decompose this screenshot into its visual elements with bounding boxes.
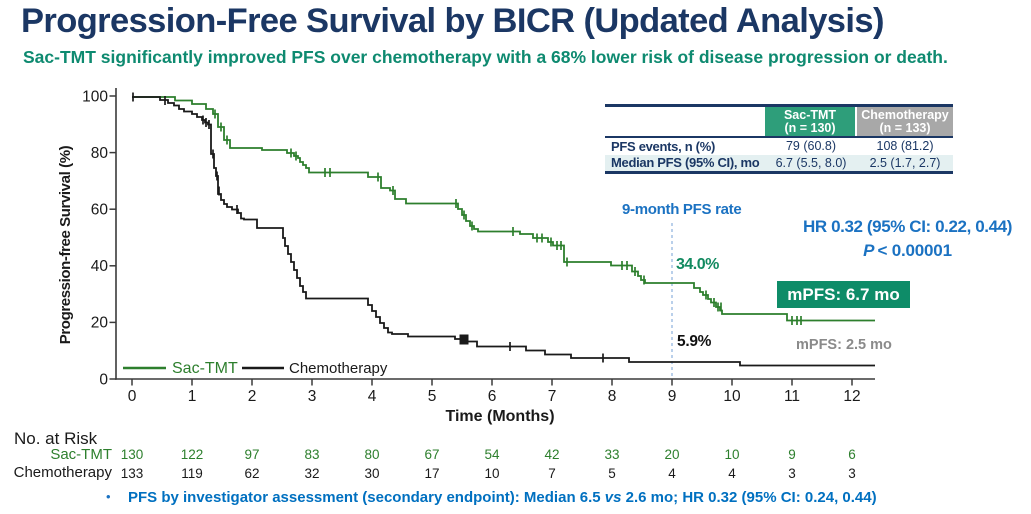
svg-text:2: 2 xyxy=(248,388,257,405)
svg-text:100: 100 xyxy=(82,89,108,106)
svg-text:0: 0 xyxy=(128,388,137,405)
svg-text:Time (Months): Time (Months) xyxy=(445,408,554,425)
svg-text:1: 1 xyxy=(188,388,197,405)
svg-text:9: 9 xyxy=(668,388,677,405)
svg-text:5: 5 xyxy=(428,388,437,405)
svg-text:8: 8 xyxy=(608,388,617,405)
svg-text:10: 10 xyxy=(723,388,741,405)
svg-text:0: 0 xyxy=(99,372,108,389)
svg-text:12: 12 xyxy=(843,388,860,405)
svg-text:6: 6 xyxy=(488,388,497,405)
svg-text:Progression-free Survival (%): Progression-free Survival (%) xyxy=(57,145,74,344)
svg-text:3: 3 xyxy=(308,388,317,405)
svg-text:7: 7 xyxy=(548,388,557,405)
svg-text:Chemotherapy: Chemotherapy xyxy=(289,360,388,377)
svg-text:60: 60 xyxy=(91,202,109,219)
svg-text:80: 80 xyxy=(91,145,109,162)
svg-text:Sac-TMT: Sac-TMT xyxy=(172,360,238,377)
svg-text:20: 20 xyxy=(91,315,109,332)
svg-text:4: 4 xyxy=(368,388,377,405)
svg-text:40: 40 xyxy=(91,258,109,275)
svg-text:11: 11 xyxy=(784,388,800,405)
